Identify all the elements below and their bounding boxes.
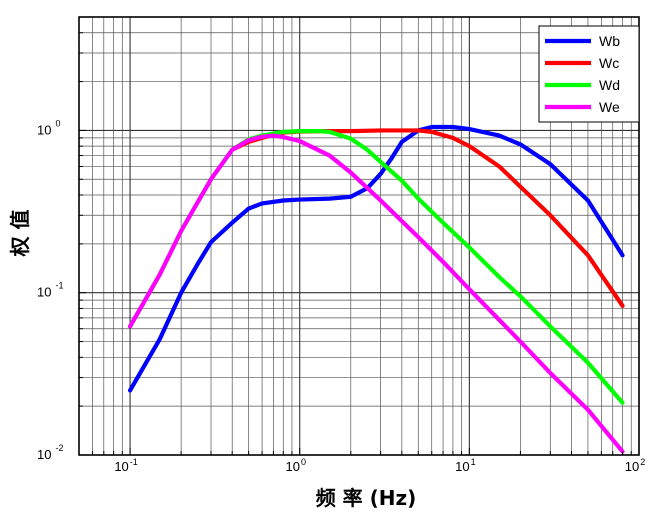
series-line-we bbox=[127, 133, 625, 454]
y-tick-label: 10 -1 bbox=[37, 281, 63, 300]
y-tick-label: 10 0 bbox=[37, 118, 60, 137]
x-tick-labels: 10-1 100 101 102 bbox=[114, 457, 645, 474]
x-tick-label: 100 bbox=[285, 457, 305, 474]
x-tick-label: 10-1 bbox=[114, 457, 137, 474]
plot-frame bbox=[78, 16, 640, 456]
series-lines bbox=[127, 124, 625, 454]
legend-label-wd: Wd bbox=[599, 77, 620, 93]
y-axis-title: 权 值 bbox=[8, 210, 32, 258]
legend-label-wb: Wb bbox=[599, 33, 620, 49]
y-tick-label: 10 -2 bbox=[37, 443, 63, 462]
series-line-wc bbox=[230, 128, 625, 308]
legend-label-wc: Wc bbox=[599, 55, 619, 71]
legend: Wb Wc Wd We bbox=[538, 25, 640, 123]
x-axis-title: 频 率 (Hz) bbox=[316, 486, 417, 510]
series-line-wd bbox=[127, 129, 625, 405]
axis-ticks bbox=[78, 16, 640, 456]
x-tick-label: 102 bbox=[625, 457, 645, 474]
legend-label-we: We bbox=[599, 99, 620, 115]
x-tick-label: 101 bbox=[455, 457, 475, 474]
